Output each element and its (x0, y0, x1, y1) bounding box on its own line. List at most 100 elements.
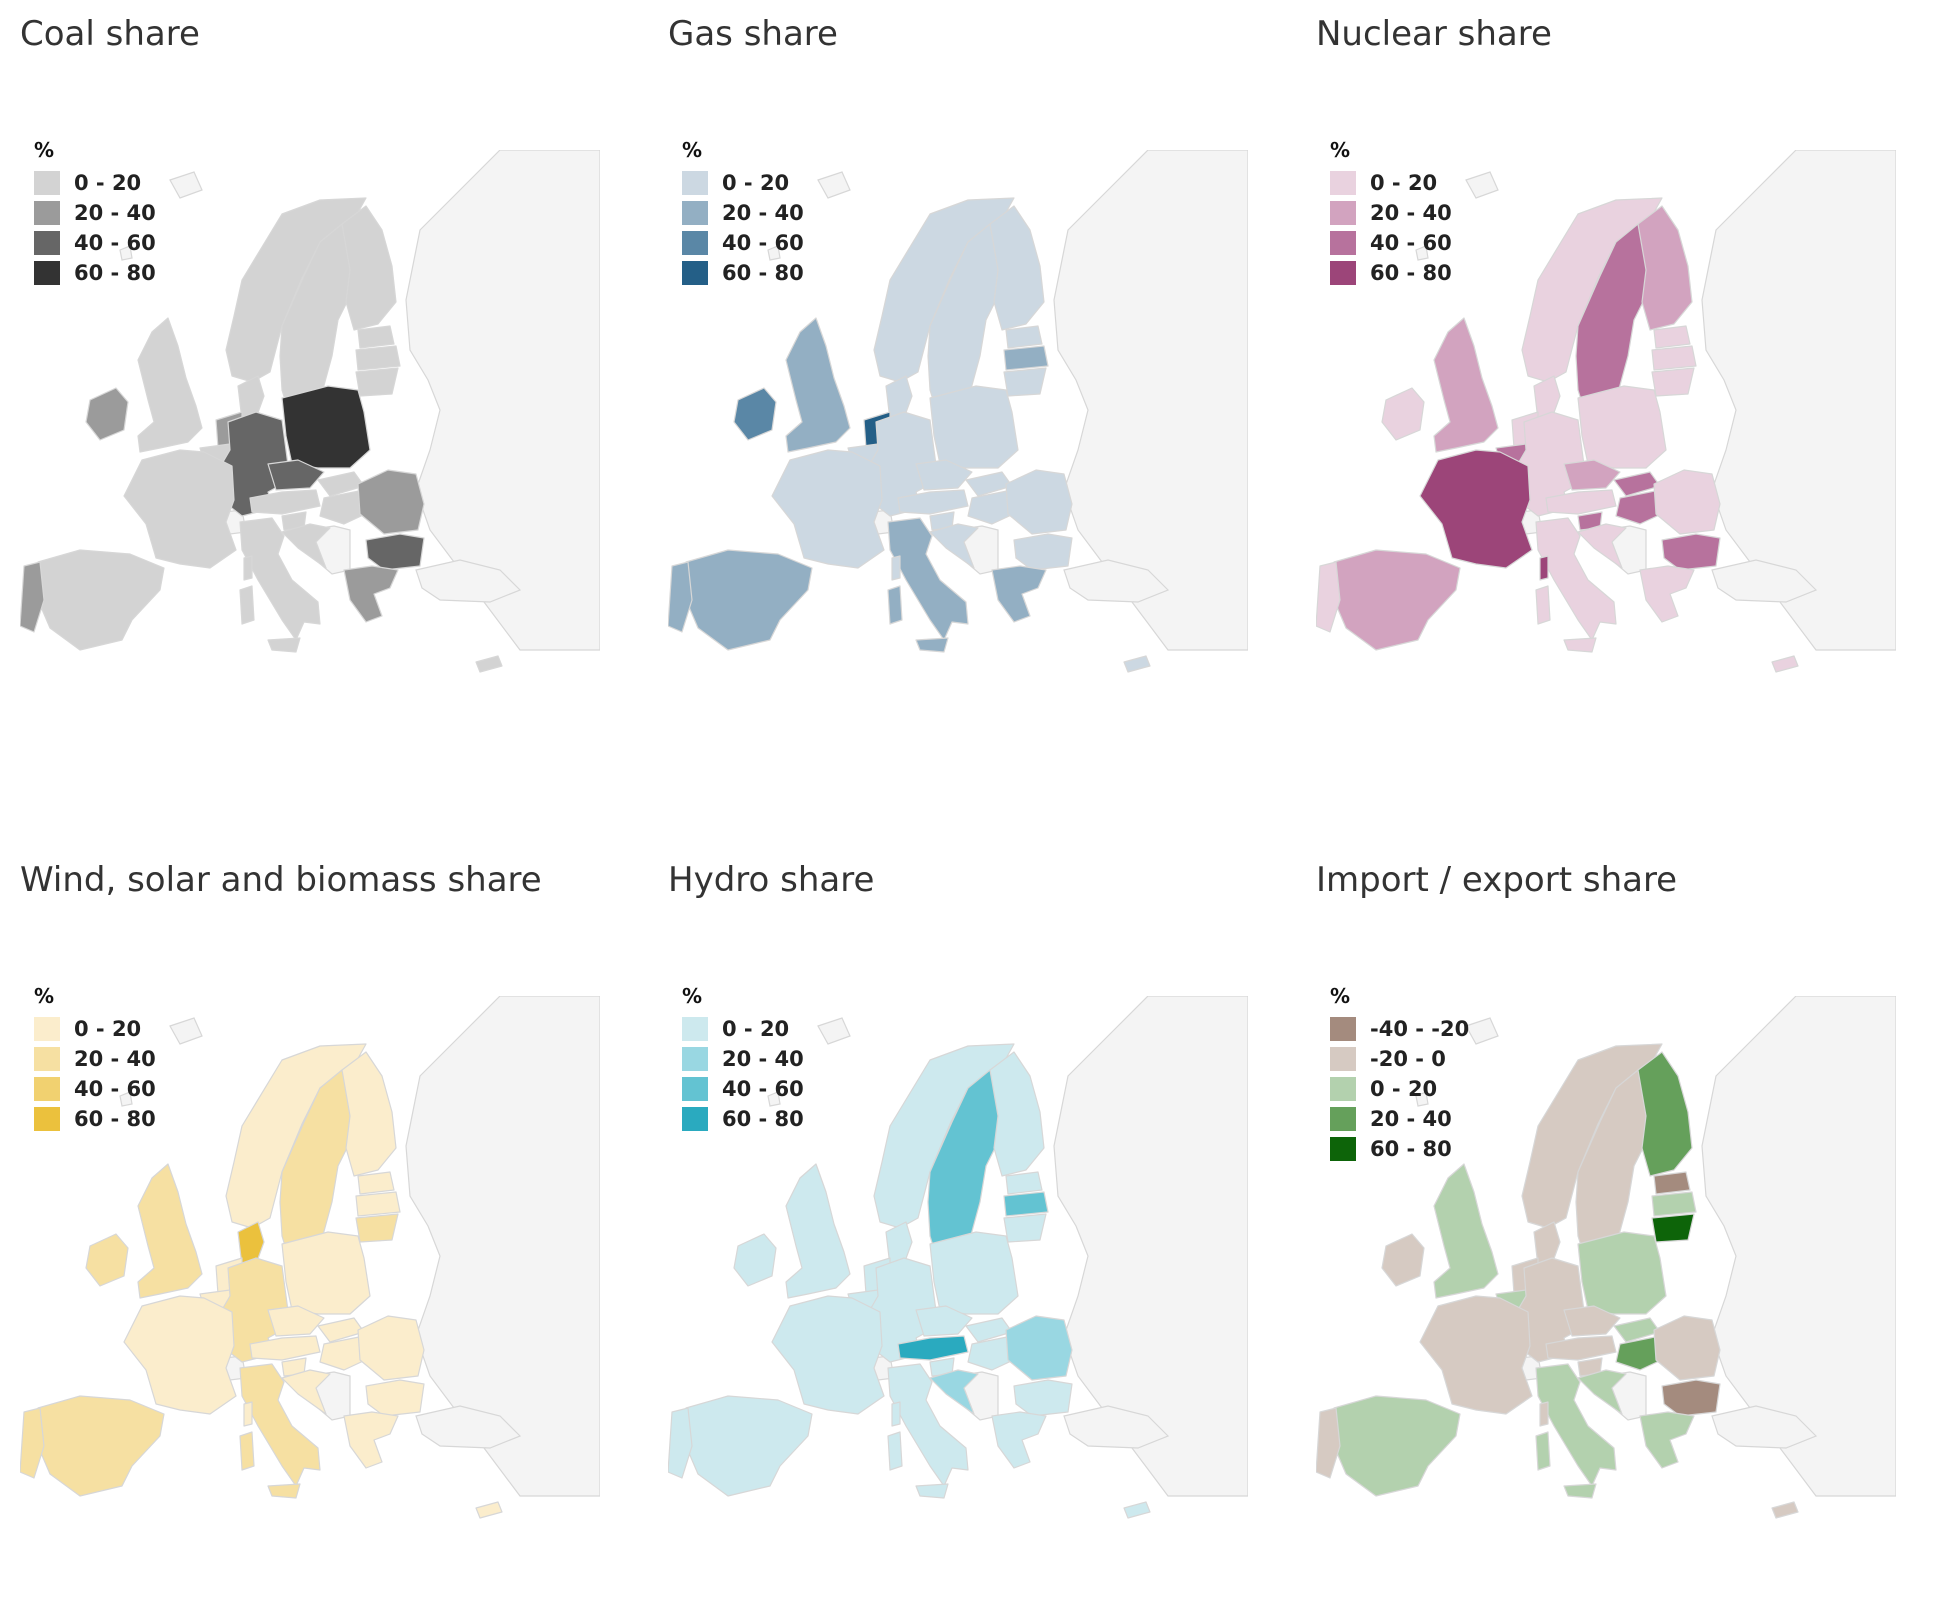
legend-swatch (34, 231, 60, 255)
legend-swatch (1330, 1047, 1356, 1071)
country-bulgaria (365, 1379, 425, 1417)
country-italy (239, 1363, 321, 1487)
country-austria (249, 1335, 321, 1361)
non-eu-region (767, 245, 781, 261)
legend-label: 60 - 80 (74, 261, 156, 285)
country-portugal (20, 561, 45, 633)
country-sicily (915, 637, 949, 653)
country-ireland (1381, 1233, 1425, 1287)
country-bulgaria (1013, 1379, 1073, 1417)
country-estonia (357, 325, 395, 349)
legend-swatch (682, 201, 708, 225)
country-lithuania (1651, 367, 1695, 397)
legend-entry: 0 - 20 (34, 168, 156, 198)
europe-map (1316, 996, 1896, 1576)
country-france (123, 449, 237, 569)
legend-label: 20 - 40 (1370, 201, 1452, 225)
non-eu-region (1465, 171, 1499, 199)
country-ireland (85, 387, 129, 441)
country-finland (989, 1051, 1045, 1177)
legend-entry: 60 - 80 (682, 258, 804, 288)
legend-entry: 0 - 20 (1330, 168, 1452, 198)
europe-map (20, 150, 600, 730)
panel-gas: Gas share % 0 - 20 20 - 40 40 - 60 60 - 80 (648, 0, 1248, 760)
legend-entry: 40 - 60 (34, 1074, 156, 1104)
europe-map (1316, 150, 1896, 730)
panel-nuclear: Nuclear share % 0 - 20 20 - 40 40 - 60 60 -… (1296, 0, 1896, 760)
legend-label: 40 - 60 (74, 1077, 156, 1101)
map-legend: % 0 - 20 20 - 40 40 - 60 60 - 80 (34, 984, 156, 1134)
legend-entry: -40 - -20 (1330, 1014, 1469, 1044)
country-poland (1577, 1231, 1667, 1315)
country-italy (887, 517, 969, 641)
legend-label: 20 - 40 (1370, 1107, 1452, 1131)
legend-entry: 40 - 60 (682, 228, 804, 258)
country-sweden (927, 1069, 1005, 1267)
legend-label: 60 - 80 (722, 1107, 804, 1131)
country-portugal (1316, 1407, 1341, 1479)
country-cyprus (1771, 655, 1799, 673)
legend-label: 40 - 60 (74, 231, 156, 255)
country-latvia (355, 345, 401, 371)
legend-swatch (34, 261, 60, 285)
country-poland (1577, 385, 1667, 469)
map-legend: % 0 - 20 20 - 40 40 - 60 60 - 80 (1330, 138, 1452, 288)
non-eu-region (415, 559, 522, 603)
country-romania (1005, 469, 1073, 535)
non-eu-region (1701, 150, 1896, 651)
legend-entry: 20 - 40 (34, 1044, 156, 1074)
legend-entry: 60 - 80 (1330, 258, 1452, 288)
legend-swatch (34, 1107, 60, 1131)
country-cyprus (475, 1501, 503, 1519)
europe-map (668, 996, 1248, 1576)
legend-swatch (1330, 1017, 1356, 1041)
country-corsica (1539, 1401, 1549, 1427)
country-italy (1535, 1363, 1617, 1487)
legend-entry: 0 - 20 (682, 168, 804, 198)
legend-label: 0 - 20 (722, 1017, 790, 1041)
non-eu-region (405, 996, 600, 1497)
country-finland (341, 205, 397, 331)
country-sicily (1563, 1483, 1597, 1499)
country-czechia (915, 1305, 973, 1337)
non-eu-region (767, 1091, 781, 1107)
non-eu-region (1711, 559, 1818, 603)
country-france (771, 449, 885, 569)
country-latvia (355, 1191, 401, 1217)
country-estonia (1653, 325, 1691, 349)
legend-entry: 20 - 40 (682, 198, 804, 228)
country-finland (989, 205, 1045, 331)
country-uk (785, 1163, 851, 1299)
country-corsica (1539, 555, 1549, 581)
map-legend: % 0 - 20 20 - 40 40 - 60 60 - 80 (682, 138, 804, 288)
non-eu-region (1063, 559, 1170, 603)
legend-entry: 0 - 20 (34, 1014, 156, 1044)
non-eu-region (1053, 996, 1248, 1497)
country-croatia (929, 523, 979, 569)
country-sicily (267, 637, 301, 653)
legend-label: 0 - 20 (74, 1017, 142, 1041)
legend-swatch (682, 261, 708, 285)
country-poland (929, 1231, 1019, 1315)
map-legend: % -40 - -20 -20 - 0 0 - 20 20 - 40 60 - 80 (1330, 984, 1469, 1164)
country-italy (887, 1363, 969, 1487)
country-corsica (891, 1401, 901, 1427)
country-sweden (1575, 223, 1653, 421)
non-eu-region (1701, 996, 1896, 1497)
legend-label: 40 - 60 (722, 231, 804, 255)
country-uk (785, 317, 851, 453)
legend-label: 60 - 80 (74, 1107, 156, 1131)
legend-swatch (1330, 1107, 1356, 1131)
country-latvia (1651, 345, 1697, 371)
legend-swatch (682, 1017, 708, 1041)
country-sardinia (239, 585, 255, 625)
country-ireland (85, 1233, 129, 1287)
non-eu-region (1063, 1405, 1170, 1449)
panel-title: Coal share (20, 14, 200, 54)
non-eu-region (817, 171, 851, 199)
legend-swatch (682, 171, 708, 195)
legend-swatch (34, 201, 60, 225)
legend-entry: 60 - 80 (682, 1104, 804, 1134)
country-greece (1639, 1411, 1695, 1469)
country-czechia (915, 459, 973, 491)
